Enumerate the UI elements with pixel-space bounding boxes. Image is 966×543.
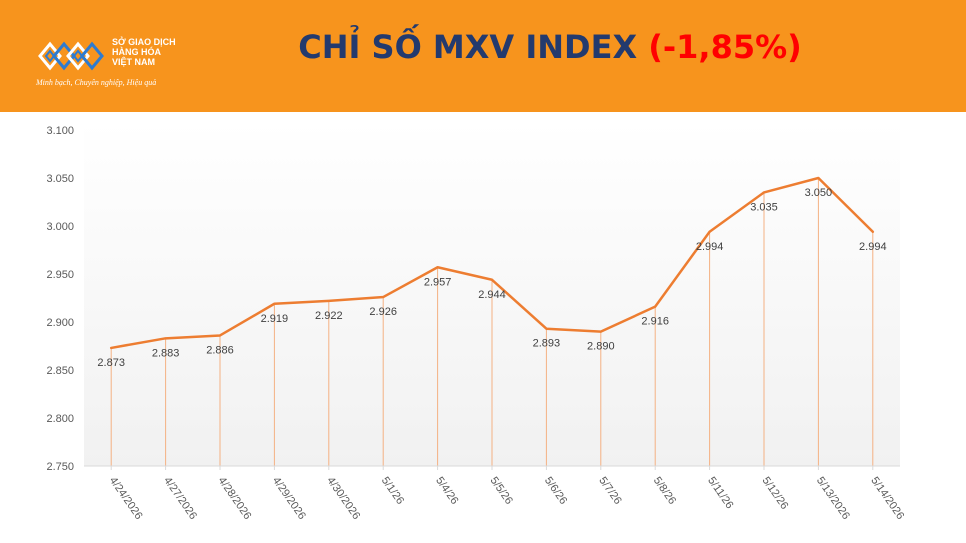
x-tick-label: 5/6/26 xyxy=(542,475,569,507)
data-label: 2.994 xyxy=(696,241,724,253)
logo-mark-icon xyxy=(38,41,104,71)
data-label: 2.919 xyxy=(261,313,289,325)
x-tick-label: 5/7/26 xyxy=(596,475,623,507)
data-label: 3.050 xyxy=(805,187,833,199)
y-tick-label: 2.750 xyxy=(46,461,74,473)
x-tick-label: 5/8/26 xyxy=(651,475,678,507)
y-tick-label: 3.100 xyxy=(46,125,74,137)
page-title: CHỈ SỐ MXV INDEX (-1,85%) xyxy=(0,28,966,66)
data-label: 2.994 xyxy=(859,241,887,253)
data-label: 2.893 xyxy=(533,338,561,350)
data-label: 2.890 xyxy=(587,341,615,353)
x-tick-label: 4/27/2026 xyxy=(161,475,199,522)
logo-name-line2: HÀNG HÓA xyxy=(112,47,161,57)
data-label: 2.926 xyxy=(369,306,397,318)
logo-slogan: Minh bạch, Chuyên nghiệp, Hiệu quả xyxy=(36,78,157,87)
x-tick-label: 4/28/2026 xyxy=(216,475,254,522)
title-change-percent: (-1,85%) xyxy=(648,28,802,66)
x-tick-label: 5/12/26 xyxy=(760,475,791,512)
logo-name: SỞ GIAO DỊCH HÀNG HÓA VIỆT NAM xyxy=(112,37,222,67)
data-label: 2.957 xyxy=(424,276,452,288)
data-label: 2.873 xyxy=(97,357,125,369)
y-tick-label: 2.950 xyxy=(46,269,74,281)
y-tick-label: 3.050 xyxy=(46,173,74,185)
x-tick-label: 4/24/2026 xyxy=(107,475,145,522)
data-label: 2.922 xyxy=(315,310,343,322)
x-tick-label: 5/4/26 xyxy=(433,475,460,507)
data-label: 2.886 xyxy=(206,344,234,356)
data-label: 2.944 xyxy=(478,289,506,301)
x-tick-label: 5/11/26 xyxy=(705,475,735,511)
y-tick-label: 2.850 xyxy=(46,365,74,377)
x-axis: 4/24/2026 4/27/2026 4/28/2026 4/29/2026 4/30… xyxy=(107,466,906,522)
line-chart: 2.750 2.800 2.850 2.900 2.950 3.000 3.050 3.100… xyxy=(46,122,906,522)
y-tick-label: 3.000 xyxy=(46,221,74,233)
y-tick-label: 2.900 xyxy=(46,317,74,329)
x-tick-label: 5/14/2026 xyxy=(868,475,906,522)
series-mxv-index xyxy=(109,176,875,350)
title-main: CHỈ SỐ MXV INDEX xyxy=(298,28,649,66)
header-banner: SỞ GIAO DỊCH HÀNG HÓA VIỆT NAM Minh bạch… xyxy=(0,0,966,112)
x-tick-label: 4/30/2026 xyxy=(324,475,362,522)
y-axis: 2.750 2.800 2.850 2.900 2.950 3.000 3.050 3.100 xyxy=(46,125,74,473)
x-tick-label: 5/13/2026 xyxy=(814,475,852,522)
data-label: 2.916 xyxy=(641,316,669,328)
chart-area: 2.750 2.800 2.850 2.900 2.950 3.000 3.050 3.100… xyxy=(0,112,966,543)
drop-lines xyxy=(110,178,874,466)
data-label: 3.035 xyxy=(750,201,778,213)
logo-name-line3: VIỆT NAM xyxy=(112,57,156,67)
x-tick-label: 4/29/2026 xyxy=(270,475,308,522)
data-labels: 2.873 2.883 2.886 2.919 2.922 2.926 2.957 2.944… xyxy=(97,187,886,369)
x-tick-label: 5/5/26 xyxy=(488,475,515,507)
logo-name-line1: SỞ GIAO DỊCH xyxy=(112,37,176,47)
y-tick-label: 2.800 xyxy=(46,413,74,425)
series-line xyxy=(109,176,875,350)
data-label: 2.883 xyxy=(152,347,180,359)
exchange-logo: SỞ GIAO DỊCH HÀNG HÓA VIỆT NAM Minh bạch… xyxy=(36,36,186,92)
x-tick-label: 5/1/26 xyxy=(379,475,406,507)
